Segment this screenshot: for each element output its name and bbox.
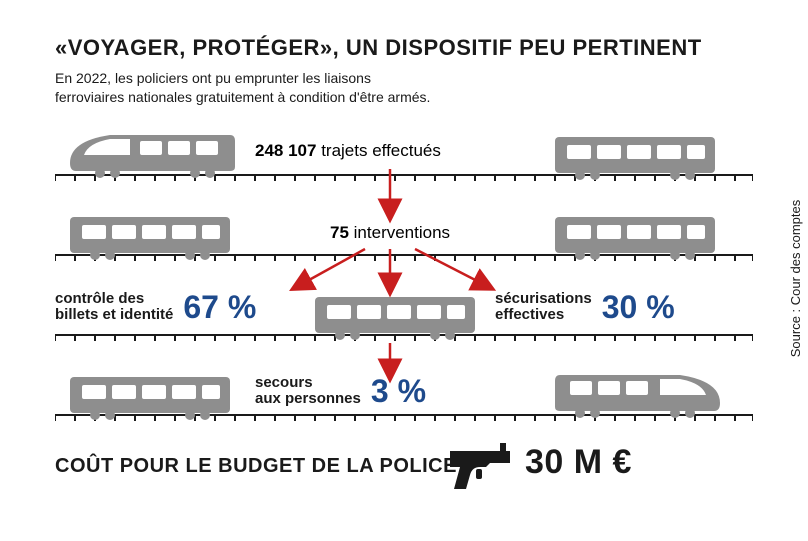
trips-value: 248 107 <box>255 141 316 160</box>
trips-label: trajets effectués <box>321 141 441 160</box>
subtitle-line2: ferroviaires nationales gratuitement à c… <box>55 89 430 105</box>
controle-l1: contrôle des <box>55 290 144 307</box>
interventions-stat: 75 interventions <box>330 223 450 243</box>
secours-l1: secours <box>255 374 313 391</box>
securisation-l1: sécurisations <box>495 290 592 307</box>
infographic: 248 107 trajets effectués 75 interventio… <box>55 125 753 495</box>
budget-label: COÛT POUR LE BUDGET DE LA POLICE : <box>55 455 470 478</box>
securisation-pct: 30 % <box>602 289 675 326</box>
subtitle: En 2022, les policiers ont pu emprunter … <box>55 69 753 107</box>
subtitle-line1: En 2022, les policiers ont pu emprunter … <box>55 70 371 86</box>
trips-stat: 248 107 trajets effectués <box>255 141 441 161</box>
interventions-label: interventions <box>354 223 450 242</box>
interventions-value: 75 <box>330 223 349 242</box>
controle-l2: billets et identité <box>55 306 173 323</box>
source-credit: Source : Cour des comptes <box>789 199 804 357</box>
secours-l2: aux personnes <box>255 390 361 407</box>
secours-block: secours aux personnes 3 % <box>255 373 426 410</box>
secours-pct: 3 % <box>371 373 426 410</box>
controle-pct: 67 % <box>183 289 256 326</box>
budget-value: 30 M € <box>525 443 632 482</box>
securisation-l2: effectives <box>495 306 564 323</box>
controle-block: contrôle des billets et identité 67 % <box>55 289 256 326</box>
securisation-block: sécurisations effectives 30 % <box>495 289 675 326</box>
title: «VOYAGER, PROTÉGER», UN DISPOSITIF PEU P… <box>55 35 753 61</box>
